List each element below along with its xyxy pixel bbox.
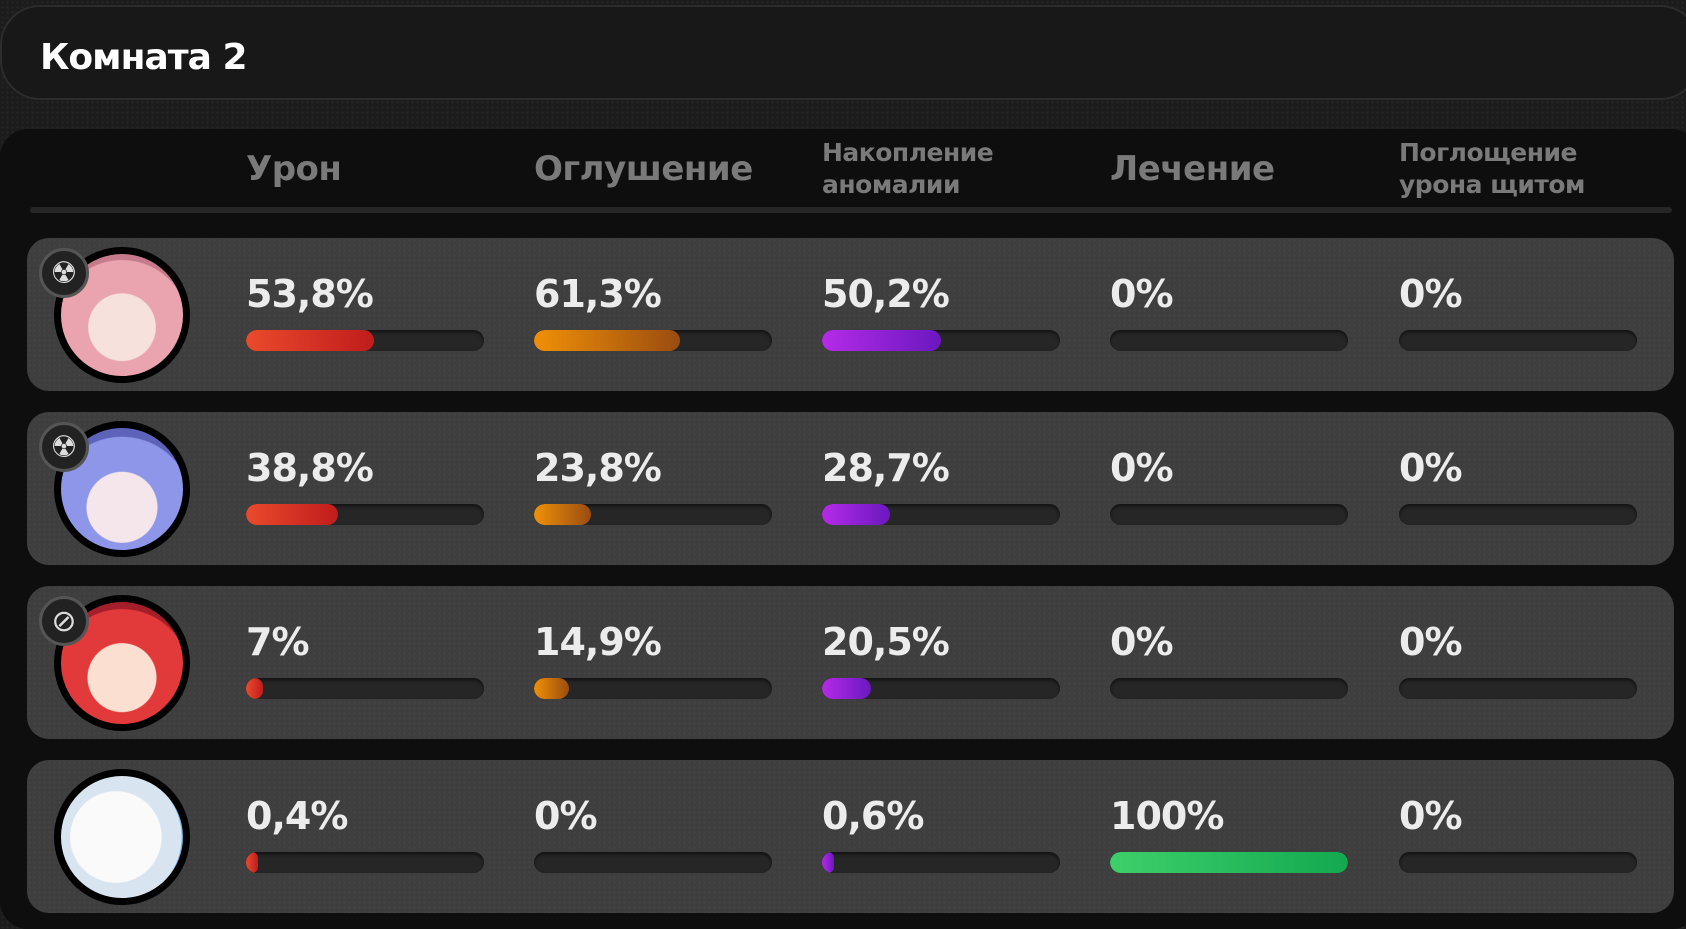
stat-bar [534,852,772,873]
stat-bar-fill [246,504,339,525]
room-title: Комната 2 [40,37,247,78]
stat-value: 28,7% [822,446,950,490]
stat-bar [1110,852,1348,873]
stat-value: 0% [1399,272,1463,316]
character-row: 0,4% 0% 0,6% 100% 0% [27,760,1674,913]
stat-bar-fill [246,678,263,699]
column-header-healing: Лечение [1110,149,1275,189]
stat-value: 0% [534,794,598,838]
stat-value: 14,9% [534,620,662,664]
stat-value: 100% [1110,794,1224,838]
stat-bar-fill [822,678,871,699]
stat-bar [1399,330,1637,351]
stat-value: 0,4% [246,794,348,838]
stat-bar-fill [822,330,942,351]
stat-bar [822,852,1060,873]
stat-bar [534,330,772,351]
radiation-icon: ☢ [39,248,89,298]
stat-bar-fill [534,504,591,525]
stat-value: 0% [1399,794,1463,838]
room-title-bar: Комната 2 [0,5,1686,100]
stat-bar [246,852,484,873]
column-header-damage: Урон [246,149,342,189]
stat-value: 61,3% [534,272,662,316]
stat-value: 0% [1110,620,1174,664]
stat-bar-fill [822,852,834,873]
stat-bar [1399,852,1637,873]
radiation-icon: ☢ [39,422,89,472]
character-row: ☢ 38,8% 23,8% 28,7% 0% 0% [27,412,1674,565]
stat-bar [1110,330,1348,351]
stat-bar [1110,504,1348,525]
stat-value: 0,6% [822,794,924,838]
stat-bar-fill [534,678,570,699]
stat-bar [1399,504,1637,525]
stat-bar [534,678,772,699]
stat-value: 0% [1399,620,1463,664]
column-header-stun: Оглушение [534,149,753,189]
stat-value: 23,8% [534,446,662,490]
stat-bar [1110,678,1348,699]
character-row: ⊘ 7% 14,9% 20,5% 0% 0% [27,586,1674,739]
stat-bar [822,678,1060,699]
stat-bar [246,504,484,525]
stat-bar-fill [534,330,680,351]
stat-bar [822,504,1060,525]
stat-value: 20,5% [822,620,950,664]
stat-bar-fill [246,330,375,351]
stat-bar [1399,678,1637,699]
stat-bar-fill [1110,852,1348,873]
column-header-shield: Поглощение урона щитом [1399,138,1585,199]
stat-bar [246,330,484,351]
stat-bar [246,678,484,699]
stat-value: 50,2% [822,272,950,316]
stat-bar-fill [246,852,258,873]
stat-value: 0% [1110,272,1174,316]
stat-value: 0% [1110,446,1174,490]
stat-bar [822,330,1060,351]
character-row: ☢ 53,8% 61,3% 50,2% 0% 0% [27,238,1674,391]
stat-value: 7% [246,620,310,664]
stat-value: 53,8% [246,272,374,316]
stat-bar-fill [822,504,891,525]
header-divider [30,207,1672,213]
character-avatar [54,769,190,905]
stat-value: 38,8% [246,446,374,490]
column-header-anomaly: Накопление аномалии [822,138,994,199]
stat-bar [534,504,772,525]
slash-icon: ⊘ [39,596,89,646]
stat-value: 0% [1399,446,1463,490]
